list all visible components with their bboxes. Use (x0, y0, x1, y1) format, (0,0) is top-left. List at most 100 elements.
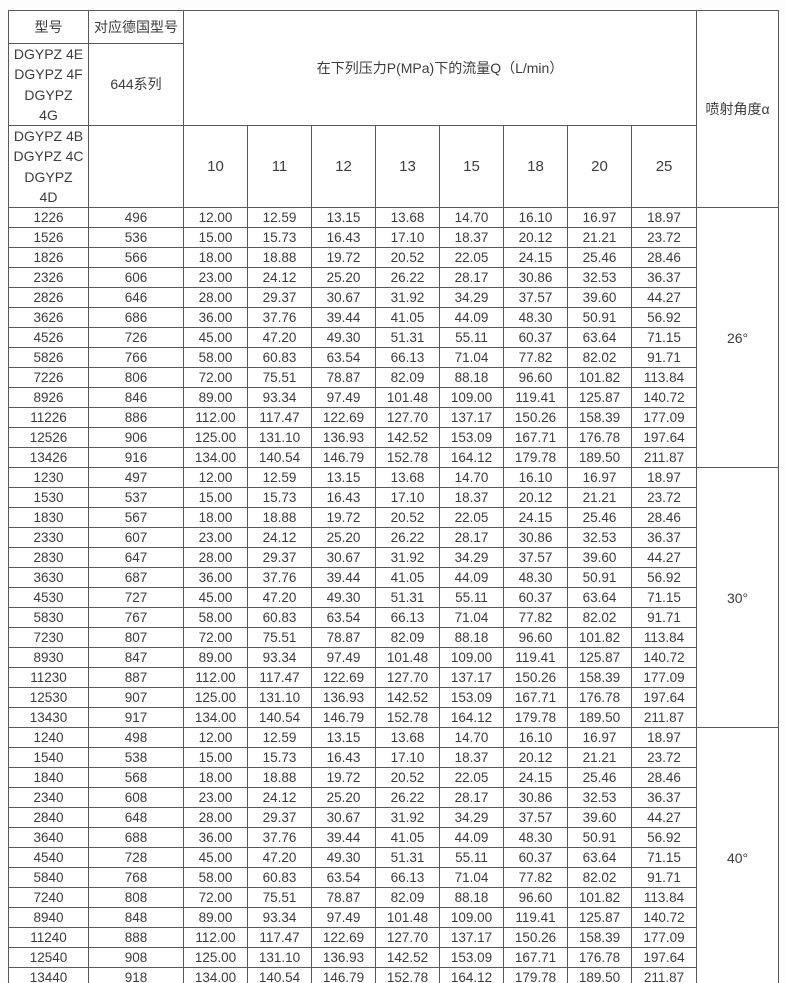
flow-value-cell: 24.12 (247, 787, 312, 809)
table-row: 2340 608 23.00 24.12 25.20 26.22 28.17 30.86 32.… (8, 787, 779, 809)
flow-value-cell: 16.97 (567, 467, 632, 489)
flow-value-cell: 23.00 (183, 267, 248, 289)
flow-value-cell: 45.00 (183, 327, 248, 349)
flow-value-cell: 72.00 (183, 367, 248, 389)
table-row: 8926 846 89.00 93.34 97.49 101.48 109.00 119.41… (8, 387, 779, 409)
flow-value-cell: 39.60 (567, 547, 632, 569)
flow-value-cell: 125.87 (567, 647, 632, 669)
model-cell: 1530 (8, 487, 89, 509)
flow-value-cell: 91.71 (630, 867, 698, 889)
flow-value-cell: 127.70 (375, 407, 440, 429)
flow-value-cell: 14.70 (439, 207, 504, 229)
table-row: 4540 728 45.00 47.20 49.30 51.31 55.11 60.37 63.… (8, 847, 779, 869)
table-row: 12530 907 125.00 131.10 136.93 142.52 153.09 16… (8, 687, 779, 709)
flow-value-cell: 16.43 (311, 747, 376, 769)
german-model-cell: 687 (88, 567, 184, 589)
flow-value-cell: 36.00 (183, 827, 248, 849)
flow-value-cell: 71.15 (630, 847, 698, 869)
flow-value-cell: 16.10 (503, 207, 568, 229)
flow-value-cell: 60.37 (503, 327, 568, 349)
flow-value-cell: 44.27 (630, 807, 698, 829)
model-cell: 11240 (8, 927, 89, 949)
flow-value-cell: 136.93 (311, 947, 376, 969)
table-row: 2326 606 23.00 24.12 25.20 26.22 28.17 30.86 32.… (8, 267, 779, 289)
german-model-cell: 536 (88, 227, 184, 249)
flow-value-cell: 60.83 (247, 867, 312, 889)
flow-value-cell: 32.53 (567, 527, 632, 549)
flow-value-cell: 29.37 (247, 287, 312, 309)
flow-value-cell: 44.09 (439, 307, 504, 329)
table-row: 4530 727 45.00 47.20 49.30 51.31 55.11 60.37 63.… (8, 587, 779, 609)
nozzle-flow-spec-table: 型号 对应德国型号 在下列压力P(MPa)下的流量Q（L/min） 喷射角度α … (8, 9, 780, 983)
flow-value-cell: 26.22 (375, 787, 440, 809)
flow-value-cell: 18.97 (630, 467, 698, 489)
flow-value-cell: 29.37 (247, 807, 312, 829)
model-cell: 13440 (8, 967, 89, 983)
flow-value-cell: 20.52 (375, 767, 440, 789)
table-row: 3626 686 36.00 37.76 39.44 41.05 44.09 48.30 50.… (8, 307, 779, 329)
flow-value-cell: 39.44 (311, 567, 376, 589)
flow-value-cell: 28.17 (439, 527, 504, 549)
flow-value-cell: 25.20 (311, 787, 376, 809)
flow-value-cell: 19.72 (311, 247, 376, 269)
flow-value-cell: 119.41 (503, 907, 568, 929)
flow-value-cell: 140.54 (247, 967, 312, 983)
model-cell: 3630 (8, 567, 89, 589)
flow-value-cell: 63.64 (567, 587, 632, 609)
flow-value-cell: 71.04 (439, 347, 504, 369)
flow-value-cell: 97.49 (311, 647, 376, 669)
german-model-cell: 686 (88, 307, 184, 329)
flow-value-cell: 93.34 (247, 387, 312, 409)
german-model-cell: 907 (88, 687, 184, 709)
table-row: 1240 498 12.00 12.59 13.15 13.68 14.70 16.10 16.… (8, 727, 780, 983)
flow-value-cell: 23.00 (183, 787, 248, 809)
flow-value-cell: 127.70 (375, 927, 440, 949)
flow-value-cell: 142.52 (375, 687, 440, 709)
table-row: 7240 808 72.00 75.51 78.87 82.09 88.18 96.60 101… (8, 887, 779, 909)
flow-value-cell: 26.22 (375, 267, 440, 289)
flow-value-cell: 18.97 (630, 207, 698, 229)
flow-value-cell: 140.72 (630, 647, 698, 669)
german-model-cell: 908 (88, 947, 184, 969)
flow-value-cell: 13.68 (375, 727, 440, 749)
flow-value-cell: 50.91 (567, 567, 632, 589)
german-model-cell: 567 (88, 507, 184, 529)
flow-value-cell: 21.21 (567, 747, 632, 769)
flow-value-cell: 14.70 (439, 467, 504, 489)
flow-value-cell: 176.78 (567, 947, 632, 969)
flow-value-cell: 37.57 (503, 807, 568, 829)
model-cell: 5840 (8, 867, 89, 889)
flow-value-cell: 24.12 (247, 267, 312, 289)
flow-value-cell: 60.83 (247, 347, 312, 369)
flow-value-cell: 18.00 (183, 247, 248, 269)
flow-value-cell: 122.69 (311, 927, 376, 949)
flow-value-cell: 56.92 (630, 567, 698, 589)
flow-value-cell: 55.11 (439, 587, 504, 609)
flow-value-cell: 137.17 (439, 927, 504, 949)
flow-value-cell: 34.29 (439, 547, 504, 569)
flow-value-cell: 28.00 (183, 807, 248, 829)
pressure-header-10: 10 (183, 125, 248, 209)
table-row: 1530 537 15.00 15.73 16.43 17.10 18.37 20.12 21.… (8, 487, 779, 509)
flow-value-cell: 197.64 (630, 687, 698, 709)
flow-value-cell: 134.00 (183, 447, 248, 469)
flow-value-cell: 44.27 (630, 287, 698, 309)
german-model-cell: 726 (88, 327, 184, 349)
flow-value-cell: 24.15 (503, 247, 568, 269)
flow-value-cell: 21.21 (567, 487, 632, 509)
flow-value-cell: 16.10 (503, 467, 568, 489)
flow-value-cell: 179.78 (503, 967, 568, 983)
flow-value-cell: 22.05 (439, 767, 504, 789)
table-row: 1540 538 15.00 15.73 16.43 17.10 18.37 20.12 21.… (8, 747, 779, 769)
german-model-cell: 906 (88, 427, 184, 449)
flow-value-cell: 58.00 (183, 867, 248, 889)
flow-value-cell: 150.26 (503, 667, 568, 689)
german-model-cell: 767 (88, 607, 184, 629)
german-model-cell: 917 (88, 707, 184, 729)
model-cell: 3640 (8, 827, 89, 849)
flow-value-cell: 16.43 (311, 227, 376, 249)
flow-value-cell: 15.00 (183, 227, 248, 249)
table-row: 7226 806 72.00 75.51 78.87 82.09 88.18 96.60 101… (8, 367, 779, 389)
flow-value-cell: 18.37 (439, 487, 504, 509)
flow-value-cell: 177.09 (630, 927, 698, 949)
